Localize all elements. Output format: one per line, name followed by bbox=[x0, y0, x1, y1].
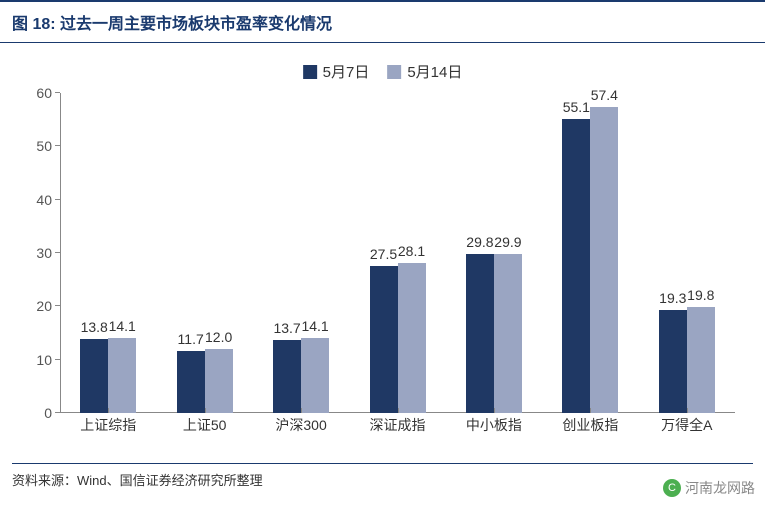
bar: 11.7 bbox=[177, 351, 205, 413]
chart-title-bar: 图 18: 过去一周主要市场板块市盈率变化情况 bbox=[0, 0, 765, 43]
source-text: 资料来源：Wind、国信证券经济研究所整理 bbox=[0, 464, 765, 495]
bar-value-label: 14.1 bbox=[109, 318, 136, 334]
bar: 13.8 bbox=[80, 339, 108, 413]
bar-value-label: 11.7 bbox=[178, 331, 204, 347]
legend-swatch-1 bbox=[303, 65, 317, 79]
x-tick-label: 中小板指 bbox=[466, 415, 522, 435]
figure-container: 图 18: 过去一周主要市场板块市盈率变化情况 5月7日 5月14日 0 10 20… bbox=[0, 0, 765, 526]
bar: 13.7 bbox=[273, 340, 301, 413]
x-tick-label: 深证成指 bbox=[370, 415, 426, 435]
chart-area: 5月7日 5月14日 0102030405060 13.814.111.712.… bbox=[20, 53, 745, 453]
y-axis: 0102030405060 bbox=[20, 93, 60, 413]
legend-item-1: 5月7日 bbox=[303, 61, 370, 82]
x-tick-mark bbox=[301, 408, 302, 413]
bar-group: 11.712.0 bbox=[177, 93, 233, 413]
x-tick-mark bbox=[398, 408, 399, 413]
bar-group: 55.157.4 bbox=[562, 93, 618, 413]
bar-group: 13.714.1 bbox=[273, 93, 329, 413]
x-tick-label: 上证50 bbox=[183, 415, 227, 435]
bar-value-label: 57.4 bbox=[591, 87, 618, 103]
x-axis-labels: 上证综指 上证50 沪深300 深证成指 中小板指 创业板指 万得全A bbox=[60, 415, 735, 443]
bar: 19.8 bbox=[687, 307, 715, 413]
bar: 19.3 bbox=[659, 310, 687, 413]
bar: 27.5 bbox=[370, 266, 398, 413]
bar-value-label: 13.8 bbox=[81, 319, 108, 335]
bar: 29.9 bbox=[494, 254, 522, 413]
x-tick-mark bbox=[108, 408, 109, 413]
title-text: 过去一周主要市场板块市盈率变化情况 bbox=[60, 16, 332, 33]
bar-value-label: 29.9 bbox=[494, 234, 521, 250]
bar-group: 29.829.9 bbox=[466, 93, 522, 413]
x-tick-mark bbox=[205, 408, 206, 413]
x-tick-label: 沪深300 bbox=[275, 415, 326, 435]
bar-value-label: 14.1 bbox=[301, 318, 328, 334]
bar-value-label: 27.5 bbox=[370, 246, 397, 262]
bar-group: 27.528.1 bbox=[370, 93, 426, 413]
title-prefix: 图 18: bbox=[12, 16, 56, 33]
y-tick-label: 30 bbox=[22, 245, 52, 261]
x-tick-mark bbox=[687, 408, 688, 413]
bar-value-label: 28.1 bbox=[398, 243, 425, 259]
legend-item-2: 5月14日 bbox=[387, 61, 462, 82]
y-tick-label: 10 bbox=[22, 352, 52, 368]
bar-value-label: 19.8 bbox=[687, 287, 714, 303]
legend-label-1: 5月7日 bbox=[323, 61, 370, 82]
watermark-icon: C bbox=[663, 479, 681, 497]
bar-group: 19.319.8 bbox=[659, 93, 715, 413]
bar: 55.1 bbox=[562, 119, 590, 413]
bars-container: 13.814.111.712.013.714.127.528.129.829.9… bbox=[60, 93, 735, 413]
bar: 12.0 bbox=[205, 349, 233, 413]
bar-value-label: 19.3 bbox=[659, 290, 686, 306]
x-tick-label: 万得全A bbox=[661, 415, 712, 435]
bar: 28.1 bbox=[398, 263, 426, 413]
bar-value-label: 29.8 bbox=[466, 234, 493, 250]
y-tick-label: 40 bbox=[22, 192, 52, 208]
bar: 29.8 bbox=[466, 254, 494, 413]
legend: 5月7日 5月14日 bbox=[303, 61, 463, 82]
bar: 14.1 bbox=[301, 338, 329, 413]
bar-value-label: 55.1 bbox=[563, 99, 590, 115]
bar-value-label: 13.7 bbox=[273, 320, 300, 336]
y-tick-label: 50 bbox=[22, 138, 52, 154]
y-tick-label: 60 bbox=[22, 85, 52, 101]
y-tick-label: 20 bbox=[22, 298, 52, 314]
x-tick-label: 创业板指 bbox=[562, 415, 618, 435]
legend-swatch-2 bbox=[387, 65, 401, 79]
watermark: C 河南龙网路 bbox=[663, 478, 755, 498]
x-tick-label: 上证综指 bbox=[80, 415, 136, 435]
y-tick-label: 0 bbox=[22, 405, 52, 421]
bar: 14.1 bbox=[108, 338, 136, 413]
watermark-text: 河南龙网路 bbox=[685, 478, 755, 498]
bar: 57.4 bbox=[590, 107, 618, 413]
bar-group: 13.814.1 bbox=[80, 93, 136, 413]
bar-value-label: 12.0 bbox=[205, 329, 232, 345]
plot-area: 13.814.111.712.013.714.127.528.129.829.9… bbox=[60, 93, 735, 413]
x-tick-mark bbox=[494, 408, 495, 413]
legend-label-2: 5月14日 bbox=[407, 61, 462, 82]
x-tick-mark bbox=[590, 408, 591, 413]
